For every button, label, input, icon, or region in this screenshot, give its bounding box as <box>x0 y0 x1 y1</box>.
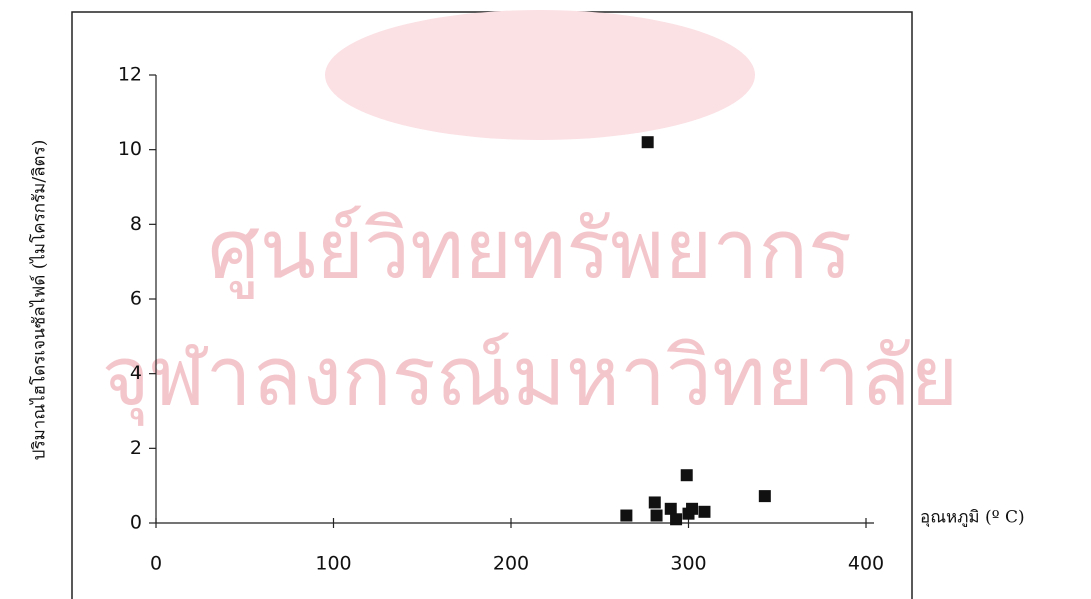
chart: ศูนย์วิทยทรัพยากร จุฬาลงกรณ์มหาวิทยาลัย … <box>0 0 1091 599</box>
point <box>759 490 771 502</box>
point <box>681 469 693 481</box>
y-tick-label: 0 <box>130 512 142 534</box>
y-tick-label: 8 <box>130 213 142 235</box>
y-tick-label: 10 <box>118 138 142 160</box>
watermark-emblem <box>325 10 755 140</box>
watermark-line: ศูนย์วิทยทรัพยากร <box>208 202 852 298</box>
point <box>670 513 682 525</box>
y-tick-label: 6 <box>130 288 142 310</box>
x-axis-label: อุณหภูมิ (º C) <box>920 508 1025 528</box>
y-axis-label: ปริมาณไฮโดรเจนซัลไฟด์ (ไมโครกรัม/ลิตร) <box>29 140 50 461</box>
x-tick-label: 200 <box>493 553 529 575</box>
point <box>620 510 632 522</box>
point <box>651 510 663 522</box>
point <box>649 496 661 508</box>
point <box>686 503 698 515</box>
x-tick-label: 400 <box>848 553 884 575</box>
x-tick-label: 100 <box>315 553 351 575</box>
y-tick-label: 4 <box>130 362 142 384</box>
y-tick-label: 2 <box>130 437 142 459</box>
y-tick-label: 12 <box>118 64 142 86</box>
x-tick-label: 0 <box>150 553 162 575</box>
watermark-line: จุฬาลงกรณ์มหาวิทยาลัย <box>102 329 959 426</box>
point <box>698 506 710 518</box>
point <box>642 136 654 148</box>
point <box>665 503 677 515</box>
x-tick-label: 300 <box>670 553 706 575</box>
